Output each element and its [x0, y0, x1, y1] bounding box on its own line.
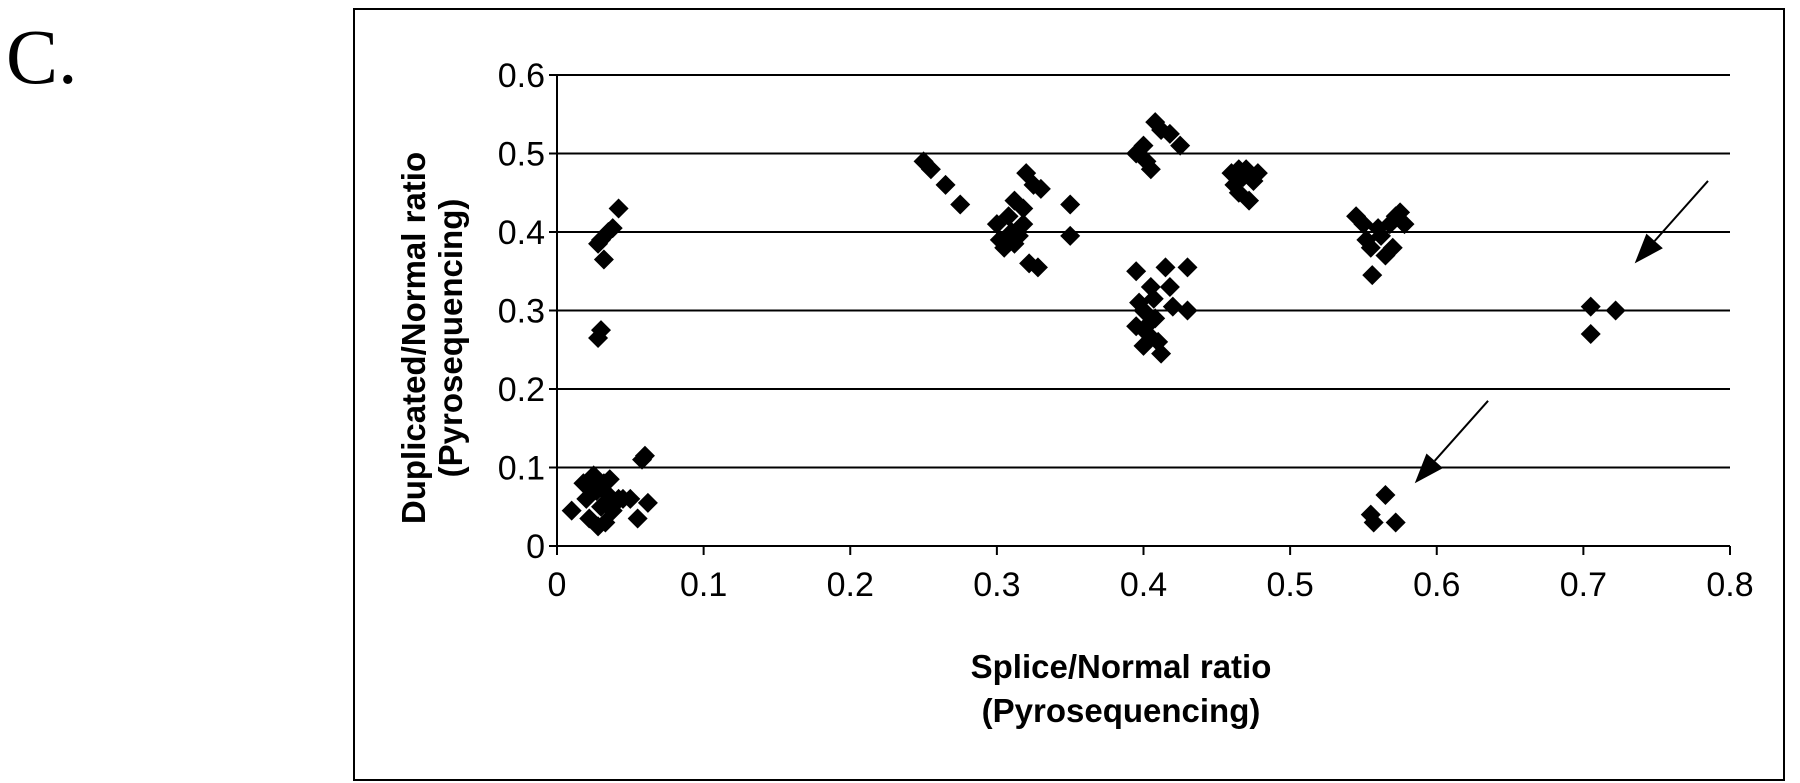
data-point — [602, 218, 623, 239]
y-tick-label: 0.4 — [498, 214, 545, 252]
data-point — [1060, 225, 1081, 246]
data-point — [1580, 324, 1601, 345]
arrow-shaft — [1653, 180, 1709, 242]
data-point — [599, 469, 620, 490]
data-point — [1145, 112, 1166, 133]
annotation-arrows — [1414, 180, 1709, 484]
data-point — [1177, 257, 1198, 278]
y-axis-title-line2: (Pyrosequencing) — [432, 199, 469, 478]
data-point — [608, 198, 629, 219]
x-axis-title-line2: (Pyrosequencing) — [982, 692, 1261, 729]
data-point — [1013, 198, 1034, 219]
y-tick-label: 0 — [526, 528, 545, 566]
data-point — [950, 194, 971, 215]
y-tick-label: 0.5 — [498, 136, 545, 174]
data-point — [1013, 214, 1034, 235]
data-point — [1004, 233, 1025, 254]
y-tick-labels: 0 0.1 0.2 0.3 0.4 0.5 0.6 — [498, 57, 545, 566]
data-point — [588, 327, 609, 348]
data-point — [1030, 178, 1051, 199]
data-point — [1363, 512, 1384, 533]
data-point — [1177, 300, 1198, 321]
data-point — [1170, 135, 1191, 156]
data-point — [1162, 296, 1183, 317]
data-point — [1027, 257, 1048, 278]
data-point — [595, 512, 616, 533]
x-tick-label: 0.2 — [827, 566, 874, 604]
x-tick-label: 0.7 — [1560, 566, 1607, 604]
data-point — [1362, 265, 1383, 286]
data-point — [1375, 484, 1396, 505]
data-point — [1239, 190, 1260, 211]
data-point — [583, 477, 604, 498]
data-point — [1145, 308, 1166, 329]
data-point — [1382, 237, 1403, 258]
data-point — [1159, 276, 1180, 297]
x-axis-title-line1: Splice/Normal ratio — [971, 648, 1272, 685]
data-point — [1605, 300, 1626, 321]
data-point — [1140, 159, 1161, 180]
y-axis-title-line1: Duplicated/Normal ratio — [395, 152, 432, 524]
y-tick-label: 0.1 — [498, 450, 545, 488]
x-tick-labels: 0 0.1 0.2 0.3 0.4 0.5 0.6 0.7 0.8 — [548, 566, 1754, 604]
y-tick-label: 0.6 — [498, 57, 545, 95]
y-tick-label: 0.3 — [498, 293, 545, 331]
y-axis-title: Duplicated/Normal ratio (Pyrosequencing) — [395, 152, 469, 524]
arrow-shaft — [1433, 400, 1489, 462]
x-tick-label: 0.4 — [1120, 566, 1167, 604]
data-point — [561, 500, 582, 521]
arrow-head — [1634, 233, 1663, 264]
data-point — [1151, 343, 1172, 364]
data-point — [593, 249, 614, 270]
x-tick-label: 0.3 — [973, 566, 1020, 604]
data-point — [1133, 335, 1154, 356]
data-point — [1133, 135, 1154, 156]
data-points — [561, 112, 1626, 537]
data-point — [1228, 159, 1249, 180]
data-point — [1159, 123, 1180, 144]
data-point — [634, 445, 655, 466]
axes — [556, 75, 1731, 555]
x-tick-label: 0 — [548, 566, 567, 604]
data-point — [620, 488, 641, 509]
data-point — [1385, 512, 1406, 533]
data-point — [935, 174, 956, 195]
x-tick-label: 0.8 — [1706, 566, 1753, 604]
data-point — [637, 492, 658, 513]
data-point — [1126, 316, 1147, 337]
data-point — [1360, 237, 1381, 258]
data-point — [920, 159, 941, 180]
panel-label: C. — [6, 13, 78, 100]
data-point — [1394, 214, 1415, 235]
x-tick-label: 0.5 — [1266, 566, 1313, 604]
x-tick-label: 0.1 — [680, 566, 727, 604]
data-point — [1353, 214, 1374, 235]
data-point — [1126, 261, 1147, 282]
data-point — [627, 508, 648, 529]
data-point — [998, 206, 1019, 227]
data-point — [1060, 194, 1081, 215]
data-point — [1580, 296, 1601, 317]
chart-frame — [353, 8, 1785, 781]
data-point — [1247, 163, 1268, 184]
data-point — [588, 233, 609, 254]
data-point — [1371, 225, 1392, 246]
arrow-head — [1414, 453, 1443, 484]
x-tick-label: 0.6 — [1413, 566, 1460, 604]
data-point — [1155, 257, 1176, 278]
data-point — [1143, 288, 1164, 309]
y-tick-label: 0.2 — [498, 371, 545, 409]
